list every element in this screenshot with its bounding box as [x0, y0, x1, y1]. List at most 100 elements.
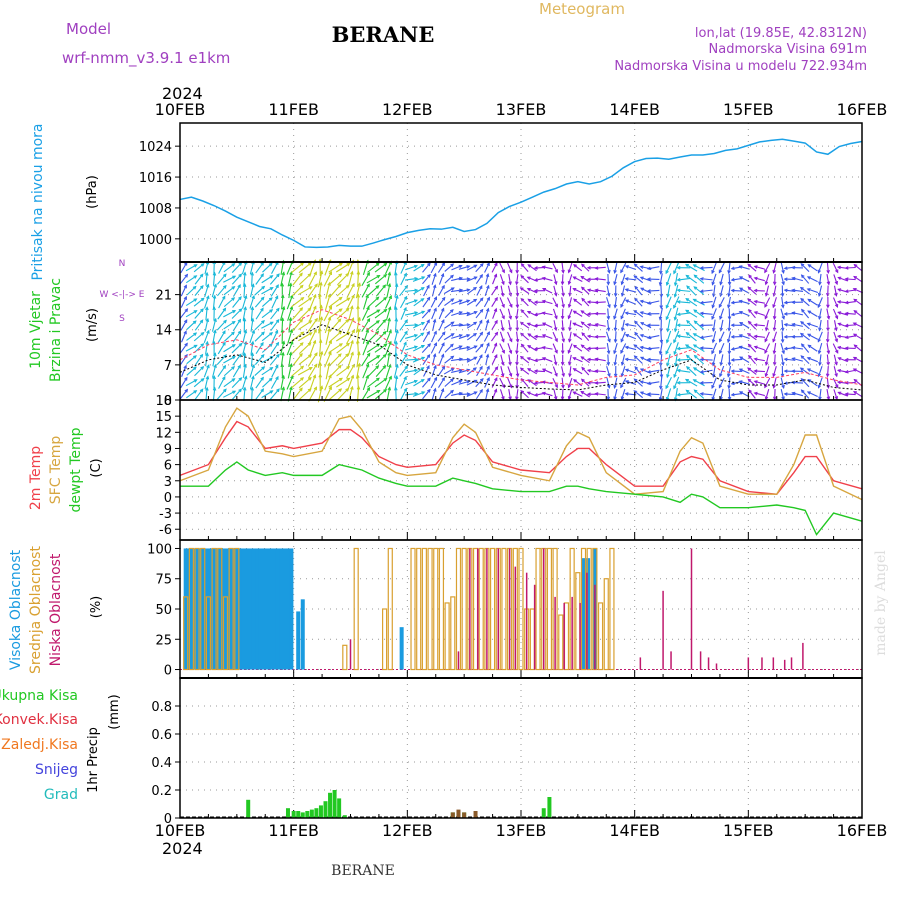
wind-arrow-head: [494, 331, 499, 336]
wind-arrow: [475, 378, 484, 388]
wind-arrow-head: [791, 334, 796, 339]
y-tick-label: 100: [147, 542, 172, 557]
wind-arrow-head: [634, 320, 638, 325]
wind-arrow: [404, 277, 418, 281]
wind-arrow-head: [676, 277, 681, 282]
wind-arrow-head: [826, 269, 830, 275]
wind-arrow: [254, 320, 265, 331]
wind-arrow: [818, 366, 823, 377]
wind-arrow-head: [466, 277, 471, 281]
wind-arrow: [255, 308, 264, 320]
wind-arrow-head: [222, 295, 226, 300]
wind-arrow-head: [327, 281, 331, 286]
wind-arrow-head: [222, 375, 226, 380]
wind-arrow-head: [313, 271, 317, 276]
wind-arrow-head: [231, 285, 236, 290]
wind-arrow: [232, 330, 242, 343]
wind-arrow: [807, 333, 818, 340]
wind-arrow-head: [554, 269, 558, 274]
wind-arrow-head: [441, 342, 445, 347]
wind-arrow: [625, 278, 637, 281]
wind-arrow-head: [554, 384, 558, 389]
wind-arrow-head: [458, 379, 463, 384]
wind-arrow-head: [533, 346, 538, 351]
wind-arrow: [720, 319, 724, 331]
wind-arrow-head: [659, 385, 663, 390]
wind-arrow: [780, 343, 785, 354]
wind-arrow: [430, 296, 437, 308]
cloud-high-bar: [183, 548, 188, 670]
wind-arrow: [262, 377, 273, 388]
precip-total-bar: [314, 808, 319, 818]
wind-arrow: [621, 319, 625, 331]
wind-arrow-head: [200, 308, 204, 313]
wind-arrow: [375, 319, 386, 332]
wind-arrow: [458, 265, 470, 270]
wind-arrow-head: [388, 294, 392, 299]
wind-arrow: [405, 345, 418, 351]
wind-arrow-head: [205, 352, 209, 357]
wind-arrow: [507, 262, 513, 273]
wind-arrow: [625, 346, 637, 351]
wind-arrow-head: [199, 353, 204, 358]
wind-arrow-head: [764, 373, 769, 378]
wind-arrow: [719, 365, 725, 377]
wind-arrow-head: [834, 396, 839, 401]
wind-arrow-head: [387, 271, 392, 276]
wind-arrow-head: [193, 332, 198, 336]
wind-arrow: [241, 376, 247, 390]
wind-arrow: [211, 364, 217, 378]
wind-arrow: [521, 263, 529, 272]
wind-arrow: [853, 356, 863, 363]
wind-arrow: [242, 330, 247, 344]
wind-arrow-head: [693, 389, 698, 394]
y-tick-label: 0: [164, 812, 172, 827]
wind-arrow: [262, 262, 273, 273]
wind-arrow-head: [837, 288, 842, 292]
wind-arrow-head: [260, 376, 264, 381]
wind-arrow-head: [799, 367, 804, 371]
wind-arrow-head: [357, 282, 362, 287]
wind-arrow: [573, 276, 583, 282]
wind-arrow: [826, 354, 830, 365]
wind-arrow: [437, 331, 446, 342]
cloud-low-bar: [699, 651, 702, 670]
wind-arrow: [792, 323, 804, 327]
wind-arrow-head: [275, 307, 280, 312]
wind-arrow-head: [414, 345, 419, 349]
wind-arrow: [361, 318, 371, 332]
wind-arrow-head: [676, 334, 681, 339]
wind-arrow-head: [746, 333, 751, 337]
cloud-high-bar: [238, 548, 243, 670]
wind-arrow-head: [376, 275, 381, 279]
wind-arrow: [647, 347, 660, 350]
wind-arrow: [361, 306, 370, 321]
wind-arrow: [747, 333, 757, 341]
wind-arrow: [404, 324, 418, 327]
wind-arrow-head: [508, 350, 513, 355]
cloud-high-bar: [200, 548, 205, 670]
wind-arrow: [807, 322, 819, 328]
wind-arrow: [203, 330, 210, 343]
wind-arrow: [185, 310, 197, 318]
wind-arrow-head: [633, 309, 638, 314]
wind-arrow-head: [288, 351, 293, 356]
cloud-low-bar: [533, 584, 536, 670]
wind-arrow: [413, 367, 424, 376]
wind-arrow: [288, 283, 292, 299]
wind-arrow: [450, 324, 463, 327]
wind-arrow-head: [586, 312, 591, 316]
wind-arrow-head: [825, 373, 830, 378]
wind-arrow: [719, 331, 725, 342]
wind-arrow: [328, 331, 342, 343]
wind-arrow: [595, 358, 606, 362]
wind-arrow: [185, 344, 198, 352]
wind-arrow: [720, 388, 724, 400]
wind-arrow-head: [403, 375, 407, 380]
wind-arrow: [422, 297, 431, 308]
wind-arrow: [212, 330, 216, 344]
wind-arrow-head: [450, 274, 454, 279]
wind-arrow: [620, 297, 627, 308]
wind-arrow: [287, 329, 293, 344]
wind-arrow-head: [573, 298, 577, 303]
